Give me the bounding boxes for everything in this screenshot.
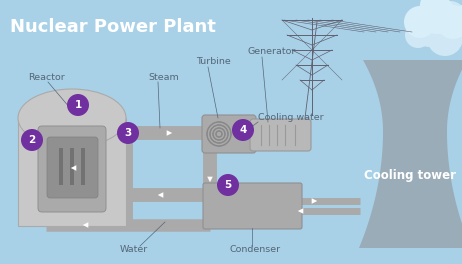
Bar [70, 148, 74, 185]
FancyBboxPatch shape [250, 119, 311, 151]
Text: Reactor: Reactor [28, 73, 65, 82]
Bar [18, 118, 126, 226]
FancyBboxPatch shape [47, 137, 98, 198]
Text: 3: 3 [124, 128, 132, 138]
Text: 2: 2 [28, 135, 36, 145]
FancyBboxPatch shape [202, 115, 256, 153]
Circle shape [408, 3, 452, 47]
Circle shape [232, 119, 254, 141]
Circle shape [217, 174, 239, 196]
Bar [59, 148, 63, 185]
Text: Generator: Generator [248, 48, 297, 56]
Circle shape [21, 129, 43, 151]
Circle shape [436, 5, 462, 39]
Circle shape [67, 94, 89, 116]
Circle shape [405, 22, 431, 48]
Text: Nuclear Power Plant: Nuclear Power Plant [10, 18, 216, 36]
Text: Water: Water [120, 246, 148, 254]
Ellipse shape [18, 89, 126, 147]
Text: 5: 5 [225, 180, 231, 190]
Polygon shape [359, 60, 462, 248]
Circle shape [453, 4, 462, 32]
Text: Cooling tower: Cooling tower [364, 168, 456, 182]
FancyBboxPatch shape [203, 183, 302, 229]
Circle shape [433, 1, 462, 35]
Text: Steam: Steam [148, 73, 179, 82]
FancyBboxPatch shape [38, 126, 106, 212]
Circle shape [117, 122, 139, 144]
Circle shape [427, 20, 462, 56]
Circle shape [418, 0, 456, 34]
Circle shape [420, 0, 446, 18]
Circle shape [404, 6, 436, 38]
Text: 1: 1 [74, 100, 82, 110]
Text: Cooling water: Cooling water [258, 114, 323, 122]
Bar [81, 148, 85, 185]
Text: Condenser: Condenser [230, 246, 281, 254]
Text: 4: 4 [239, 125, 247, 135]
Text: Turbine: Turbine [196, 58, 231, 67]
Circle shape [446, 16, 462, 44]
